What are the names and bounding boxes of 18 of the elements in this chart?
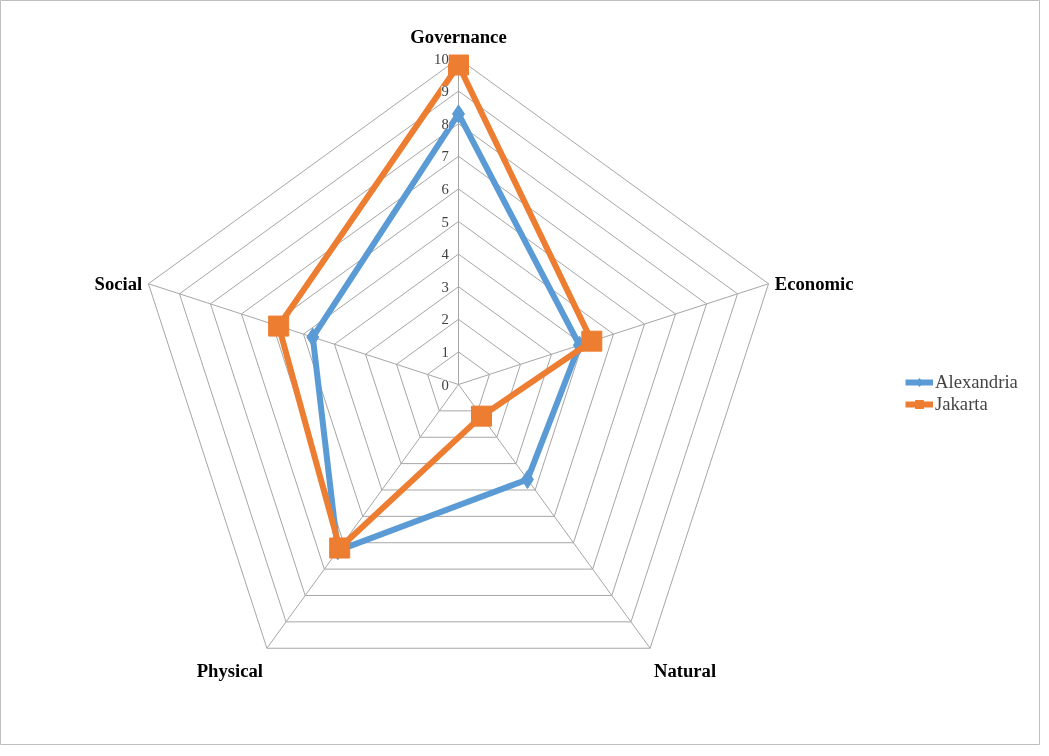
y-tick-label: 2 [441, 311, 449, 328]
y-tick-label: 10 [434, 50, 449, 67]
y-tick-label: 3 [441, 278, 449, 295]
legend-label: Jakarta [935, 393, 988, 415]
y-tick-label: 4 [441, 246, 450, 263]
y-tick-label: 0 [441, 376, 449, 393]
y-tick-label: 7 [441, 148, 449, 165]
spoke-label: Natural [653, 659, 717, 681]
y-tick-label: 6 [441, 180, 449, 197]
legend-label: Alexandria [935, 371, 1018, 393]
y-tick-label: 8 [441, 115, 449, 132]
spoke-label: Physical [196, 659, 264, 681]
spoke-label: Economic [774, 273, 854, 295]
y-tick-label: 9 [441, 83, 449, 100]
spoke-label: Social [94, 273, 143, 295]
spoke-label: Governance [410, 26, 507, 48]
y-tick-label: 1 [441, 343, 449, 360]
y-tick-label: 5 [441, 213, 449, 230]
